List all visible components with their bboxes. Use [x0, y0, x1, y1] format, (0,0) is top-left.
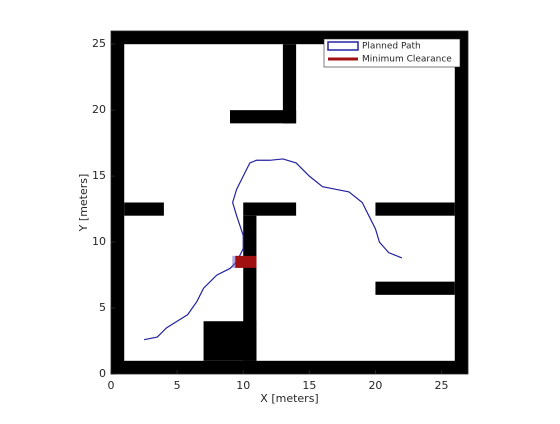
x-tick-label: 10	[236, 379, 250, 392]
obstacle	[230, 110, 297, 124]
obstacle	[282, 44, 297, 124]
x-tick-label: 0	[108, 379, 115, 392]
x-tick-label: 25	[435, 379, 449, 392]
axes-box	[110, 30, 469, 375]
legend-box	[323, 38, 461, 68]
legend-label: Minimum Clearance	[362, 55, 452, 65]
obstacle	[111, 31, 125, 374]
path-line	[143, 158, 403, 341]
obstacle	[111, 360, 468, 374]
obstacle	[375, 202, 455, 216]
y-tick-label: 10	[92, 235, 106, 248]
x-tick-label: 20	[368, 379, 382, 392]
obstacle	[375, 281, 455, 295]
obstacle	[124, 202, 164, 216]
y-tick-label: 25	[92, 37, 106, 50]
obstacle	[454, 31, 468, 374]
x-axis-label: X [meters]	[260, 392, 318, 405]
y-tick-label: 15	[92, 169, 106, 182]
legend-label: Planned Path	[362, 42, 421, 52]
obstacle	[243, 202, 297, 216]
x-tick-label: 15	[302, 379, 316, 392]
y-tick-label: 0	[99, 367, 106, 380]
x-tick-label: 5	[174, 379, 181, 392]
legend-swatch	[327, 41, 359, 51]
y-axis-label: Y [meters]	[77, 174, 90, 233]
y-tick-label: 20	[92, 103, 106, 116]
obstacle	[203, 321, 257, 361]
y-tick-label: 5	[99, 301, 106, 314]
